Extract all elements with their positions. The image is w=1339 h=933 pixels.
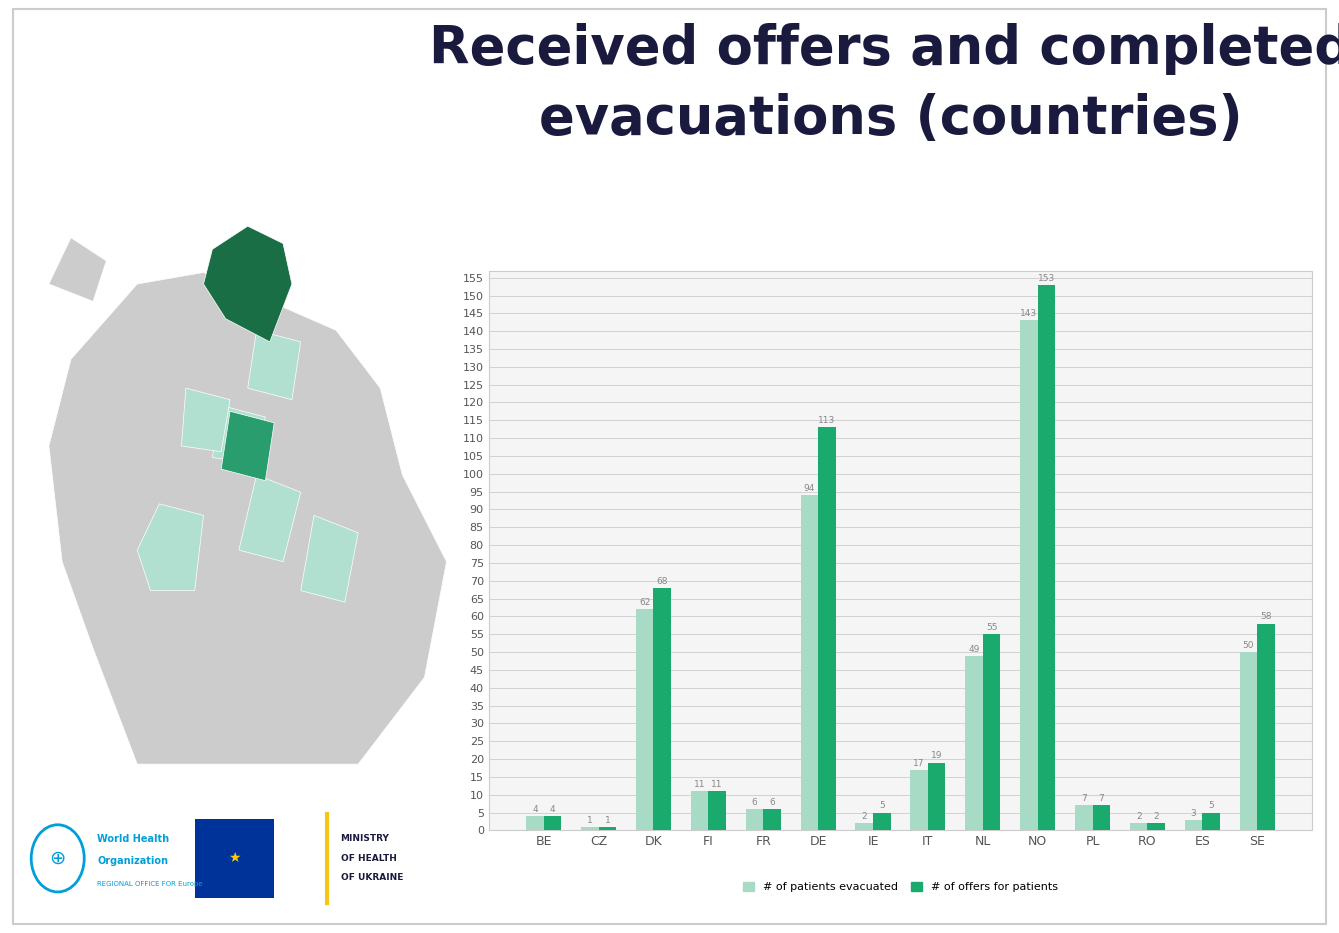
Text: REGIONAL OFFICE FOR Europe: REGIONAL OFFICE FOR Europe [98, 881, 204, 886]
Text: MINISTRY: MINISTRY [340, 834, 390, 843]
Bar [1240, 652, 1257, 830]
Bar [965, 656, 983, 830]
Polygon shape [204, 226, 292, 341]
Text: 1: 1 [604, 815, 611, 825]
Bar [194, 819, 274, 898]
Text: 55: 55 [986, 623, 998, 633]
Text: 17: 17 [913, 759, 925, 768]
Text: 94: 94 [803, 484, 815, 493]
Text: 4: 4 [550, 805, 556, 814]
Text: 49: 49 [968, 645, 980, 653]
Bar [928, 762, 945, 830]
Text: 7: 7 [1098, 794, 1105, 803]
Polygon shape [238, 475, 301, 562]
Text: 50: 50 [1243, 641, 1255, 650]
Polygon shape [248, 330, 301, 399]
Bar [1257, 623, 1275, 830]
Text: 68: 68 [656, 577, 668, 586]
Text: 143: 143 [1020, 310, 1038, 318]
Bar [653, 588, 671, 830]
Text: Received offers and completed: Received offers and completed [428, 23, 1339, 76]
Bar [873, 813, 890, 830]
Polygon shape [182, 388, 230, 452]
Bar [544, 816, 561, 830]
Bar [1038, 285, 1055, 830]
Bar [818, 427, 836, 830]
Text: 4: 4 [532, 805, 538, 814]
Text: 1: 1 [586, 815, 593, 825]
Text: 6: 6 [769, 798, 775, 807]
Text: Organization: Organization [98, 856, 169, 866]
Text: 58: 58 [1260, 612, 1272, 621]
Bar [489, 271, 1312, 830]
Polygon shape [138, 504, 204, 591]
Bar [856, 823, 873, 830]
Text: 62: 62 [639, 598, 651, 607]
Text: ⊕: ⊕ [50, 849, 66, 868]
Bar [636, 609, 653, 830]
Bar [1075, 805, 1093, 830]
Polygon shape [221, 411, 274, 480]
Bar [911, 770, 928, 830]
Bar [691, 791, 708, 830]
Polygon shape [50, 272, 447, 764]
Text: ★: ★ [228, 851, 241, 866]
Text: OF HEALTH: OF HEALTH [340, 854, 396, 863]
Bar [1148, 823, 1165, 830]
Text: 11: 11 [711, 780, 723, 789]
Bar [746, 809, 763, 830]
Text: 5: 5 [1208, 801, 1214, 811]
Polygon shape [301, 515, 359, 602]
Polygon shape [213, 406, 265, 464]
Bar [1185, 820, 1202, 830]
Bar [1093, 805, 1110, 830]
Bar [526, 816, 544, 830]
Text: 2: 2 [1153, 812, 1160, 821]
Bar [763, 809, 781, 830]
Text: 2: 2 [861, 812, 868, 821]
Text: evacuations (countries): evacuations (countries) [538, 93, 1243, 146]
Bar [1020, 321, 1038, 830]
Text: 19: 19 [931, 751, 943, 760]
Text: 6: 6 [751, 798, 758, 807]
Text: 113: 113 [818, 416, 836, 425]
Bar [581, 827, 599, 830]
Text: 153: 153 [1038, 273, 1055, 283]
Text: 11: 11 [694, 780, 706, 789]
Bar [801, 495, 818, 830]
Text: 5: 5 [878, 801, 885, 811]
Bar [983, 634, 1000, 830]
Text: OF UKRAINE: OF UKRAINE [340, 873, 403, 883]
Polygon shape [50, 238, 106, 301]
Text: 3: 3 [1190, 809, 1197, 817]
Legend: # of patients evacuated, # of offers for patients: # of patients evacuated, # of offers for… [738, 878, 1063, 897]
Bar [708, 791, 726, 830]
Text: World Health: World Health [98, 834, 170, 843]
Bar [1202, 813, 1220, 830]
Bar [1130, 823, 1148, 830]
Text: 7: 7 [1081, 794, 1087, 803]
Text: 2: 2 [1135, 812, 1141, 821]
Bar [599, 827, 616, 830]
